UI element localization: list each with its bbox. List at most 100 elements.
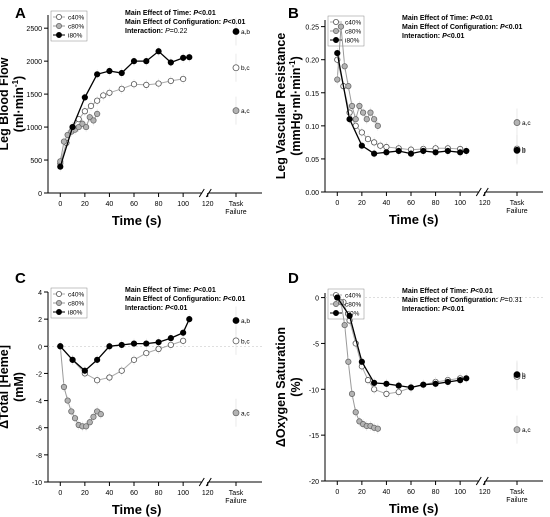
task-failure-point [232, 107, 240, 114]
data-point [167, 335, 174, 342]
task-failure-label: Task [510, 200, 525, 207]
x-tick-label: 100 [454, 200, 466, 207]
data-point [346, 116, 353, 123]
significance-label: a,c [241, 108, 250, 115]
y-tick-label: 2 [38, 317, 42, 324]
significance-label: a,c [241, 410, 250, 417]
data-point [130, 356, 138, 363]
data-point [106, 374, 113, 381]
x-tick-label: 40 [383, 489, 391, 496]
data-point [69, 123, 76, 131]
panel-label-c: C [15, 270, 26, 287]
x-tick-label: 80 [155, 201, 163, 208]
stats-line: Main Effect of Configuration: P=0.31 [402, 297, 522, 304]
significance-label: b,c [241, 65, 250, 72]
data-point [356, 102, 363, 110]
stats-line: Interaction: P<0.01 [125, 305, 188, 312]
data-point [82, 423, 90, 430]
data-point [97, 411, 104, 418]
data-point [155, 48, 162, 55]
stats-line: Main Effect of Time: P<0.01 [402, 15, 493, 22]
legend-marker [56, 290, 63, 297]
axis-break-mark [198, 477, 205, 487]
legend-marker [332, 37, 339, 44]
x-axis-label: Time (s) [112, 502, 162, 517]
data-point [90, 413, 97, 420]
task-failure-point [232, 409, 240, 417]
data-point [444, 147, 451, 155]
y-tick-label: -20 [309, 479, 319, 486]
data-point [395, 382, 402, 389]
stats-line: Main Effect of Configuration: P<0.01 [125, 19, 245, 26]
data-point [130, 81, 138, 88]
data-point [371, 139, 378, 146]
data-point [383, 390, 390, 397]
x-tick-label: 20 [81, 490, 89, 497]
data-point [358, 129, 365, 136]
data-point [82, 123, 90, 131]
data-point [81, 94, 88, 101]
data-point [371, 150, 378, 157]
x-tick-label: 20 [358, 489, 366, 496]
data-point [395, 147, 402, 155]
axis-break-mark [482, 187, 489, 197]
y-tick-label: 0 [38, 191, 42, 198]
data-point [118, 341, 125, 349]
x-tick-label: 120 [479, 200, 491, 207]
legend-marker [56, 299, 63, 306]
x-tick-label: 100 [177, 201, 189, 208]
data-point [180, 329, 187, 336]
axis-break-mark [205, 188, 212, 198]
data-point [463, 375, 470, 382]
task-failure-point [513, 426, 521, 434]
legend-label: c40% [345, 20, 361, 27]
data-point [118, 367, 125, 374]
data-point [348, 390, 356, 397]
legend-marker [332, 309, 339, 316]
data-point [71, 415, 79, 422]
task-failure-point [513, 371, 521, 379]
y-tick-label: -6 [36, 426, 42, 433]
y-tick-label: 1500 [26, 92, 42, 99]
panel-label-d: D [288, 270, 299, 287]
x-tick-label: 60 [130, 201, 138, 208]
y-tick-label: 0 [38, 344, 42, 351]
axis-break-mark [475, 187, 482, 197]
data-point [106, 89, 113, 96]
data-point [106, 343, 113, 350]
y-tick-label: 2500 [26, 26, 42, 33]
significance-label: b [522, 372, 526, 379]
task-failure-label: Failure [225, 498, 247, 505]
legend-label: i80% [345, 38, 360, 45]
data-point [358, 142, 365, 149]
data-point [371, 379, 378, 386]
task-failure-point [232, 64, 240, 72]
task-failure-point [513, 146, 521, 154]
task-failure-label: Failure [225, 209, 247, 216]
stats-line: Interaction: P<0.01 [402, 306, 465, 313]
data-point [457, 149, 464, 156]
x-tick-label: 40 [106, 490, 114, 497]
legend-marker [56, 22, 63, 29]
x-tick-label: 20 [81, 201, 89, 208]
data-point [186, 54, 193, 61]
data-point [86, 419, 93, 426]
legend-marker [56, 32, 63, 39]
panel-a: A 0 500 1000 1500 2000 2500 0 20 40 60 80 100 120 Task… [0, 5, 262, 228]
legend-marker [56, 13, 63, 20]
data-point [180, 337, 187, 344]
data-point [363, 116, 370, 123]
y-tick-label: -8 [36, 453, 42, 460]
data-point [167, 77, 174, 85]
significance-label: a,b [241, 318, 250, 325]
data-point [143, 349, 150, 357]
data-point [432, 149, 439, 156]
data-point [432, 380, 439, 387]
y-tick-label: 0.15 [305, 91, 319, 98]
data-point [334, 76, 341, 83]
axis-break-mark [475, 476, 482, 486]
data-point [334, 294, 341, 301]
data-point [143, 58, 150, 65]
significance-label: b [522, 148, 526, 155]
legend-label: c40% [68, 292, 84, 299]
